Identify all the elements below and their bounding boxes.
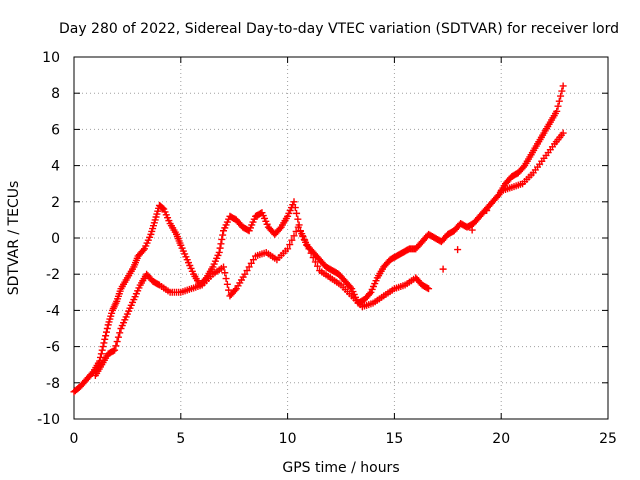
data-point [309, 254, 317, 262]
data-point [557, 92, 565, 100]
x-tick-label: 10 [279, 431, 297, 447]
y-tick-label: 8 [51, 86, 60, 102]
data-point [241, 270, 249, 278]
data-point [102, 328, 110, 336]
grid [74, 57, 608, 419]
data-point [159, 204, 167, 212]
data-point [305, 245, 313, 253]
data-point [99, 343, 107, 351]
data-point [98, 346, 106, 354]
y-tick-label: -2 [46, 267, 60, 283]
data-point [109, 347, 117, 355]
data-point [290, 232, 298, 240]
data-point [468, 226, 476, 234]
data-point [222, 275, 230, 283]
data-point [216, 244, 224, 252]
data-point [231, 286, 239, 294]
data-point [201, 275, 209, 283]
data-point [303, 241, 311, 249]
data-point [276, 225, 284, 233]
y-tick-label: -8 [46, 376, 60, 392]
x-tick-label: 20 [492, 431, 510, 447]
data-point [554, 102, 562, 110]
data-point [439, 265, 447, 273]
x-tick-label: 25 [599, 431, 617, 447]
data-point [290, 198, 298, 206]
data-point [307, 249, 315, 257]
x-tick-label: 15 [385, 431, 403, 447]
data-point [519, 163, 527, 171]
data-point [139, 246, 147, 254]
data-point [219, 231, 227, 239]
y-tick-label: 6 [51, 122, 60, 138]
data-point [558, 87, 566, 95]
data-point [296, 227, 304, 235]
data-point [215, 248, 223, 256]
data-point [220, 263, 228, 271]
data-point [294, 215, 302, 223]
data-point [111, 346, 119, 354]
data-point [494, 192, 502, 200]
y-tick-label: -10 [37, 412, 60, 428]
axis-ticks: 0 5 10 15 20 25 -10 -8 -6 -4 -2 0 2 4 6 8 10 [37, 50, 617, 447]
data-point [102, 332, 110, 340]
data-point [97, 350, 105, 358]
data-point [284, 245, 292, 253]
data-point [100, 339, 108, 347]
data-point [559, 82, 567, 90]
y-tick-label: -4 [46, 303, 60, 319]
data-point [559, 129, 567, 137]
data-point [291, 204, 299, 212]
series-group [91, 129, 567, 380]
data-point [299, 232, 307, 240]
data-point [96, 353, 104, 361]
data-point [301, 236, 309, 244]
x-tick-label: 5 [176, 431, 185, 447]
data-point [311, 258, 319, 266]
y-tick-label: 4 [51, 159, 60, 175]
x-tick-label: 0 [70, 431, 79, 447]
data-point [116, 329, 124, 337]
data-point [286, 241, 294, 249]
data-point [217, 240, 225, 248]
data-points [70, 82, 567, 396]
data-point [555, 97, 563, 105]
data-point [425, 285, 433, 293]
data-point [101, 335, 109, 343]
data-point [483, 206, 491, 214]
data-point [245, 263, 253, 271]
data-point [223, 280, 231, 288]
data-point [218, 235, 226, 243]
data-point [366, 290, 374, 298]
y-tick-label: 10 [42, 50, 60, 66]
data-point [114, 333, 122, 341]
y-tick-label: -6 [46, 340, 60, 356]
data-point [293, 209, 301, 217]
data-point [294, 223, 302, 231]
data-point [243, 267, 251, 275]
data-point [112, 342, 120, 350]
data-point [423, 284, 431, 292]
y-tick-label: 0 [51, 231, 60, 247]
y-axis-label: SDTVAR / TECUs [6, 181, 22, 296]
data-point [288, 236, 296, 244]
data-point [346, 283, 354, 291]
data-point [221, 269, 229, 277]
x-axis-label: GPS time / hours [282, 460, 399, 476]
data-point [553, 107, 561, 115]
data-point [113, 338, 121, 346]
data-point [225, 286, 233, 294]
chart-title: Day 280 of 2022, Sidereal Day-to-day VTE… [59, 21, 619, 37]
data-point [96, 357, 104, 365]
data-point [249, 256, 257, 264]
data-point [454, 246, 462, 254]
data-point [103, 325, 111, 332]
data-point [247, 259, 255, 267]
data-point [314, 262, 322, 270]
y-tick-label: 2 [51, 195, 60, 211]
